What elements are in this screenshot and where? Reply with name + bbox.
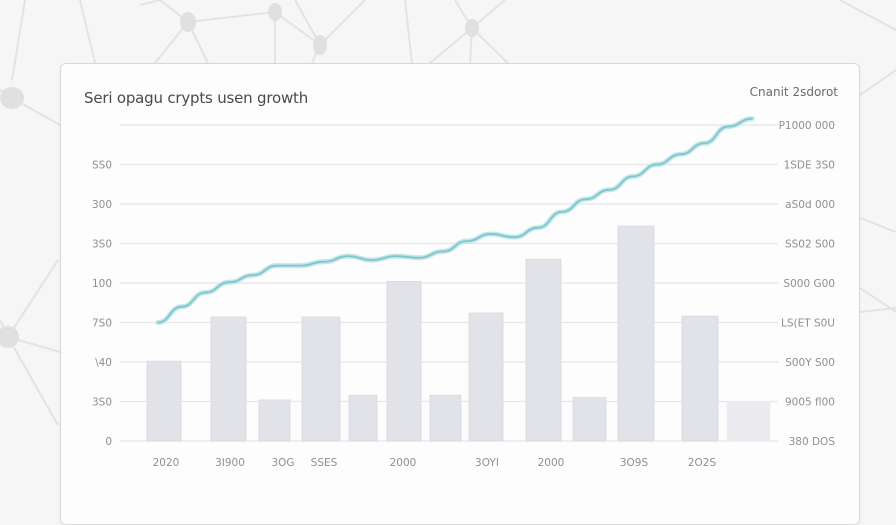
bar: [430, 395, 461, 441]
growth-line-halo: [158, 119, 752, 323]
right-tick-label: 1SDE 3S0: [784, 160, 835, 172]
bar: [469, 313, 503, 441]
bar: [618, 226, 654, 441]
bar: [573, 398, 606, 441]
left-tick-label: 3S0: [92, 397, 112, 409]
growth-line: [158, 119, 752, 323]
left-tick-label: 100: [92, 278, 112, 290]
bar: [259, 400, 290, 441]
x-tick-label: 2000: [538, 457, 565, 469]
right-tick-label: aS0d 000: [785, 199, 835, 211]
bar: [349, 395, 377, 441]
x-tick-label: 3OYI: [475, 457, 499, 469]
left-tick-label: 300: [92, 199, 112, 211]
bar: [526, 259, 561, 441]
bar: [211, 317, 246, 441]
x-tick-label: 3I900: [215, 457, 245, 469]
right-tick-label: 9005 fl00: [785, 397, 835, 409]
left-tick-label: 0: [105, 436, 112, 448]
right-tick-label: S00Y S00: [785, 357, 835, 369]
bar: [302, 317, 340, 441]
bar: [147, 361, 181, 441]
x-tick-label: 3O9S: [620, 457, 649, 469]
bar: [387, 281, 421, 441]
left-tick-label: 3S0: [92, 239, 112, 251]
bar: [727, 402, 770, 442]
right-tick-label: P1000 000: [779, 120, 835, 132]
chart: 0 3S0 \40 7S0 100 3S0 300 SS0 380 DOS 9005 fl00 S…: [0, 0, 896, 504]
x-tick-label: 3OG: [271, 457, 294, 469]
x-tick-label: 2000: [390, 457, 417, 469]
bar: [682, 316, 718, 441]
right-tick-label: S000 G00: [783, 278, 835, 290]
left-tick-label: \40: [95, 357, 112, 369]
right-tick-label: LS(ET S0U: [781, 318, 835, 330]
x-tick-label: 2O2S: [688, 457, 717, 469]
left-tick-label: 7S0: [92, 318, 112, 330]
x-tick-label: 2020: [153, 457, 180, 469]
right-tick-label: SS02 S00: [785, 239, 835, 251]
right-tick-label: 380 DOS: [789, 436, 836, 448]
left-tick-label: SS0: [92, 160, 112, 172]
x-tick-label: SSES: [311, 457, 338, 469]
